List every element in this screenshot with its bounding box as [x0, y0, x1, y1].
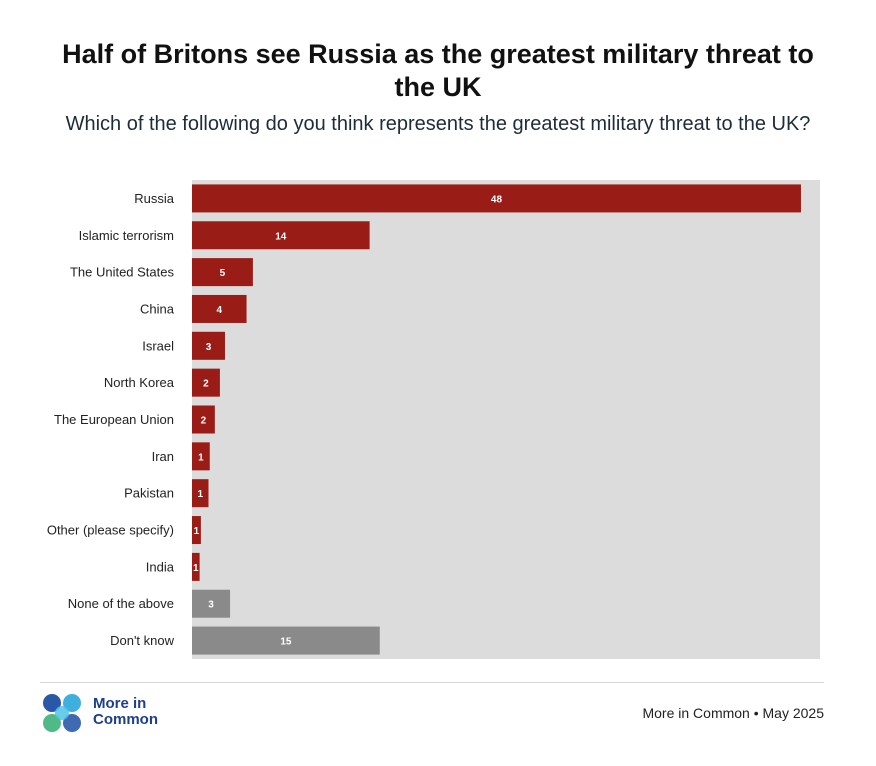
- plot-background: [192, 180, 820, 659]
- chart-title: Half of Britons see Russia as the greate…: [62, 39, 814, 102]
- bar-value-label: 15: [280, 637, 292, 648]
- bar-value-label: 14: [275, 231, 287, 242]
- bar: [192, 442, 210, 471]
- bar-value-label: 1: [198, 452, 204, 463]
- bar: [192, 368, 220, 397]
- category-label: China: [140, 301, 175, 316]
- bar: [192, 184, 801, 213]
- category-label: India: [146, 559, 175, 574]
- source-note: More in Common • May 2025: [642, 705, 824, 721]
- category-label: Don't know: [110, 633, 175, 648]
- bar: [192, 258, 253, 287]
- category-label: Other (please specify): [47, 523, 174, 538]
- bar: [192, 405, 215, 434]
- chart-subtitle: Which of the following do you think repr…: [65, 113, 811, 135]
- category-label: Russia: [134, 191, 175, 206]
- bar: [192, 221, 370, 250]
- category-label: None of the above: [68, 596, 174, 611]
- bar: [192, 294, 247, 323]
- logo-line-1: More in: [93, 695, 147, 712]
- more-in-common-logo-icon: [43, 694, 81, 732]
- bar: [192, 589, 231, 618]
- category-label: Islamic terrorism: [79, 228, 174, 243]
- bar-value-label: 2: [201, 416, 207, 427]
- bar-value-label: 2: [203, 379, 209, 390]
- bar: [192, 516, 201, 545]
- bar-value-label: 4: [216, 305, 222, 316]
- category-label: The United States: [70, 265, 175, 280]
- category-label: Iran: [152, 449, 174, 464]
- category-label: Israel: [142, 338, 174, 353]
- bar: [192, 331, 225, 360]
- footer-divider: [40, 682, 824, 683]
- bar-value-label: 1: [197, 489, 203, 500]
- category-label: The European Union: [54, 412, 174, 427]
- category-label: North Korea: [104, 375, 175, 390]
- logo-line-2: Common: [93, 711, 158, 728]
- bar-value-label: 1: [193, 563, 199, 574]
- bar: [192, 552, 200, 581]
- bar-value-label: 48: [491, 194, 503, 205]
- bar: [192, 626, 380, 655]
- bar-value-label: 3: [206, 342, 212, 353]
- logo-wordmark: More in Common: [93, 696, 158, 728]
- category-label: Pakistan: [124, 486, 174, 501]
- bar-value-label: 5: [220, 268, 226, 279]
- bar: [192, 479, 209, 508]
- bar-value-label: 1: [194, 526, 200, 537]
- bar-value-label: 3: [208, 600, 214, 611]
